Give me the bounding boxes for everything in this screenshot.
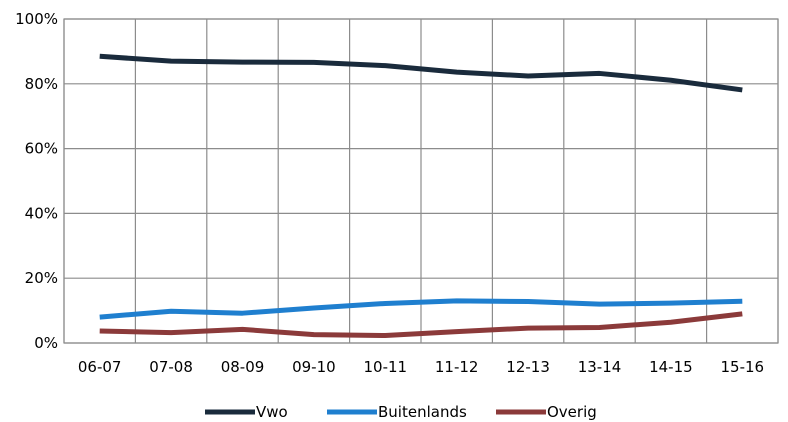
- y-tick-label: 0%: [34, 334, 58, 352]
- series-lines: [99, 53, 743, 339]
- series-line-overig: [99, 311, 743, 339]
- x-tick-label: 08-09: [221, 358, 265, 376]
- x-tick-label: 13-14: [578, 358, 622, 376]
- plot-border: [63, 18, 779, 344]
- y-tick-label: 40%: [25, 204, 58, 222]
- x-tick-label: 14-15: [649, 358, 693, 376]
- x-tick-label: 12-13: [506, 358, 550, 376]
- series-line-buitenlands: [99, 298, 743, 320]
- series-line-vwo: [99, 53, 743, 93]
- legend-item-overig: Overig: [496, 403, 597, 421]
- x-tick-label: 07-08: [149, 358, 193, 376]
- y-tick-label: 80%: [25, 75, 58, 93]
- legend-item-buitenlands: Buitenlands: [327, 403, 467, 421]
- y-tick-label: 20%: [25, 269, 58, 287]
- x-axis: 06-07 07-08 08-09 09-10 10-11 11-12 12-13 13-14…: [78, 358, 764, 376]
- y-tick-label: 100%: [15, 10, 58, 28]
- x-tick-label: 15-16: [721, 358, 765, 376]
- x-tick-label: 11-12: [435, 358, 479, 376]
- plot-area: [63, 18, 779, 344]
- x-tick-label: 10-11: [364, 358, 408, 376]
- x-tick-label: 06-07: [78, 358, 122, 376]
- legend-label: Overig: [547, 403, 597, 421]
- legend-item-vwo: Vwo: [205, 403, 288, 421]
- legend-label: Buitenlands: [378, 403, 467, 421]
- legend: Vwo Buitenlands Overig: [205, 403, 597, 421]
- legend-label: Vwo: [256, 403, 288, 421]
- y-tick-label: 60%: [25, 140, 58, 158]
- x-tick-label: 09-10: [292, 358, 336, 376]
- y-axis: 0% 20% 40% 60% 80% 100%: [15, 10, 58, 352]
